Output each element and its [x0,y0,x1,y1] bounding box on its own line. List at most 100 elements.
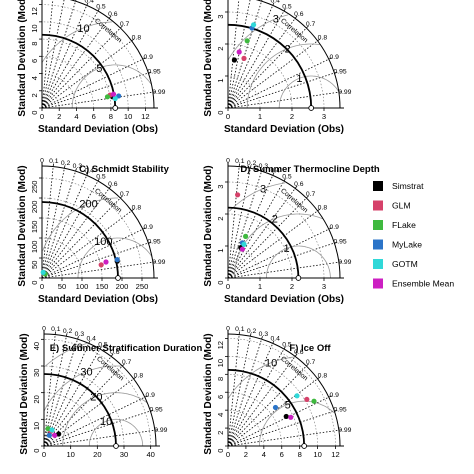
obs-sd-arc [227,206,300,279]
taylor-panel-2: 1230011223300.10.20.30.40.50.60.70.80.90… [203,0,352,135]
correlation-ray [43,348,101,447]
correlation-ray [41,242,149,279]
y-axis-label: Standard Deviation (Mod) [17,165,28,286]
point-ensemble-mean [239,246,245,252]
correlation-tick-label: 0.1 [51,326,61,333]
correlation-tick-label: 0 [42,326,46,333]
point-ensemble-mean [52,432,58,438]
correlation-tick [120,195,123,199]
x-axis-label: Standard Deviation (Obs) [224,294,344,305]
rmsd-label: 40 [71,342,83,354]
x-tick-label: 0 [40,112,44,121]
outer-arc [255,0,341,109]
correlation-ray [43,356,112,447]
correlation-tick [133,376,137,380]
sd-circle [41,217,103,279]
legend-label: Ensemble Mean [392,279,454,289]
correlation-tick-label: 0.8 [318,373,328,380]
correlation-tick [77,336,79,340]
correlation-ray [227,334,240,447]
obs-point [115,275,121,281]
y-tick-label: 12 [30,7,39,15]
correlation-ray [43,378,134,447]
point-glm [235,192,241,198]
correlation-ray [227,0,251,109]
correlation-tick-label: 0.8 [132,35,142,42]
point-simstrat [283,413,289,420]
y-tick-label: 50 [30,261,39,269]
correlation-tick [110,353,114,357]
correlation-ray [43,339,78,447]
x-tick-label: 1 [258,112,262,121]
correlation-ray [41,91,153,109]
obs-point [308,105,315,111]
correlation-ray [43,396,145,447]
correlation-ray [227,339,262,447]
legend: Simstrat GLM FLake MyLake GOTM Ensemble Mean [373,181,454,289]
taylor-panel-5: E) Summer Stratification Duration 10 20 30 4… [19,326,202,460]
correlation-tick [144,395,148,398]
x-axis-label: Standard Deviation (Obs) [38,124,158,135]
correlation-ray [227,91,339,109]
correlation-tick-label: 0.3 [259,331,269,338]
rmsd-label: 10 [77,23,89,35]
x-tick-label: 200 [116,282,129,291]
correlation-tick [97,178,100,182]
outer-arc [227,333,341,447]
correlation-tick [148,71,152,74]
point-flake [243,233,249,239]
outer-arc [43,333,157,447]
correlation-tick [261,0,263,2]
sd-circle [41,177,143,279]
y-tick-label: 12 [216,341,225,349]
correlation-tick-label: 0.8 [318,35,328,42]
correlation-tick-label: 0 [40,158,44,165]
correlation-tick-label: 0.99 [152,89,165,96]
correlation-tick-label: 0.99 [338,259,351,266]
correlation-tick [108,185,112,189]
rmsd-label: 10 [265,358,277,370]
correlation-tick-label: 0.9 [329,392,339,399]
y-tick-label: 10 [32,422,41,430]
correlation-ray [227,343,274,447]
sd-circle [227,213,293,279]
correlation-ray [41,197,121,279]
correlation-tick-label: 0.3 [259,163,269,170]
correlation-ray [43,334,56,447]
y-tick-label: 10 [30,24,39,32]
point-ensemble-mean [288,414,294,420]
y-tick-label: 0 [216,449,225,453]
correlation-tick-label: 0.5 [96,3,106,10]
correlation-tick-label: 0.99 [338,427,351,434]
correlation-tick [122,363,125,367]
x-tick-label: 3 [322,282,326,291]
sd-circle [41,21,129,109]
correlation-tick [328,57,332,60]
correlation-ray [227,410,335,447]
rmsd-arc [42,197,118,251]
sd-circle [41,73,77,109]
y-tick-label: 2 [30,93,39,97]
y-tick-label: 200 [30,201,39,214]
correlation-tick-label: 0 [226,158,230,165]
correlation-tick-label: 0.4 [84,167,94,174]
correlation-tick [328,395,332,398]
y-axis-label: Standard Deviation (Mod) [19,333,30,454]
correlation-tick [272,172,275,176]
correlation-tick-label: 0.1 [235,158,245,165]
correlation-tick [250,333,252,337]
correlation-tick [294,353,298,357]
correlation-tick-label: 0.99 [338,89,351,96]
correlation-ray [41,58,143,109]
correlation-tick [334,71,338,74]
y-tick-label: 3 [216,15,225,19]
y-tick-label: 6 [30,59,39,63]
y-tick-label: 30 [32,369,41,377]
point-mylake [46,432,52,438]
x-tick-label: 8 [109,112,113,121]
obs-point [301,443,308,449]
sd-circle [41,56,94,109]
correlation-tick [64,165,66,169]
taylor-panel-1: 51000224466881010121200.10.20.30.40.50.6… [17,0,166,135]
